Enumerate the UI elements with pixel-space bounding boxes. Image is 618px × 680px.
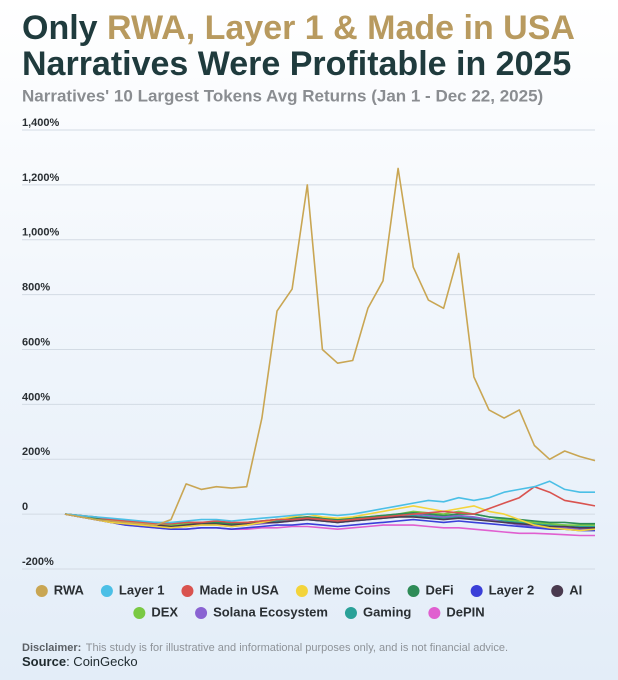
source-label: Source bbox=[22, 654, 66, 669]
legend-label: Gaming bbox=[363, 604, 411, 619]
disclaimer: Disclaimer: This study is for illustrati… bbox=[22, 639, 508, 656]
legend-swatch bbox=[344, 607, 357, 619]
legend-swatch bbox=[133, 607, 146, 619]
chart-title: Only RWA, Layer 1 & Made in USA bbox=[22, 9, 575, 47]
y-tick-label: -200% bbox=[22, 556, 54, 568]
y-tick-label: 600% bbox=[22, 336, 50, 348]
legend-swatch bbox=[428, 607, 441, 619]
y-tick-label: 400% bbox=[22, 391, 50, 403]
legend-swatch bbox=[470, 585, 483, 597]
chart-title: Narratives Were Profitable in 2025 bbox=[22, 45, 571, 83]
y-tick-label: 800% bbox=[22, 282, 50, 294]
legend-row: RWA Layer 1 Made in USA Meme Coins DeFi Layer… bbox=[35, 582, 582, 597]
source: Source: CoinGecko bbox=[22, 654, 138, 669]
legend-swatch bbox=[295, 585, 308, 597]
series-line bbox=[64, 513, 595, 532]
legend-label: Layer 1 bbox=[119, 582, 165, 597]
legend-swatch bbox=[195, 607, 208, 619]
source-text: : CoinGecko bbox=[66, 654, 138, 669]
legend-swatch bbox=[100, 585, 113, 597]
legend-label: DeFi bbox=[425, 582, 453, 597]
legend-label: Layer 2 bbox=[489, 582, 535, 597]
series-line bbox=[64, 485, 596, 525]
y-tick-label: 1,200% bbox=[22, 172, 60, 184]
legend-label: DePIN bbox=[446, 604, 484, 619]
disclaimer-text: This study is for illustrative and infor… bbox=[86, 642, 508, 654]
legend-label: Solana Ecosystem bbox=[213, 604, 328, 619]
title-part: Only bbox=[22, 9, 98, 47]
chart-subtitle: Narratives' 10 Largest Tokens Avg Return… bbox=[22, 86, 543, 105]
legend-label: AI bbox=[569, 582, 582, 597]
y-tick-label: 200% bbox=[22, 446, 50, 458]
legend-swatch bbox=[407, 585, 420, 597]
title-highlight: RWA, Layer 1 & Made in USA bbox=[107, 9, 575, 47]
legend-label: Meme Coins bbox=[314, 582, 391, 597]
legend-swatch bbox=[181, 585, 194, 597]
legend-row: DEX Solana Ecosystem Gaming DePIN bbox=[133, 604, 485, 619]
series-line bbox=[64, 167, 596, 526]
series-line bbox=[64, 505, 596, 532]
y-tick-label: 1,000% bbox=[22, 227, 60, 239]
legend-label: Made in USA bbox=[199, 582, 279, 597]
legend-swatch bbox=[551, 585, 564, 597]
legend-swatch bbox=[35, 585, 48, 597]
series-line bbox=[64, 480, 595, 524]
legend-label: RWA bbox=[54, 582, 85, 597]
legend-label: DEX bbox=[151, 604, 178, 619]
y-tick-label: 0 bbox=[22, 501, 28, 513]
y-tick-label: 1,400% bbox=[22, 117, 60, 129]
disclaimer-label: Disclaimer: bbox=[22, 642, 81, 654]
